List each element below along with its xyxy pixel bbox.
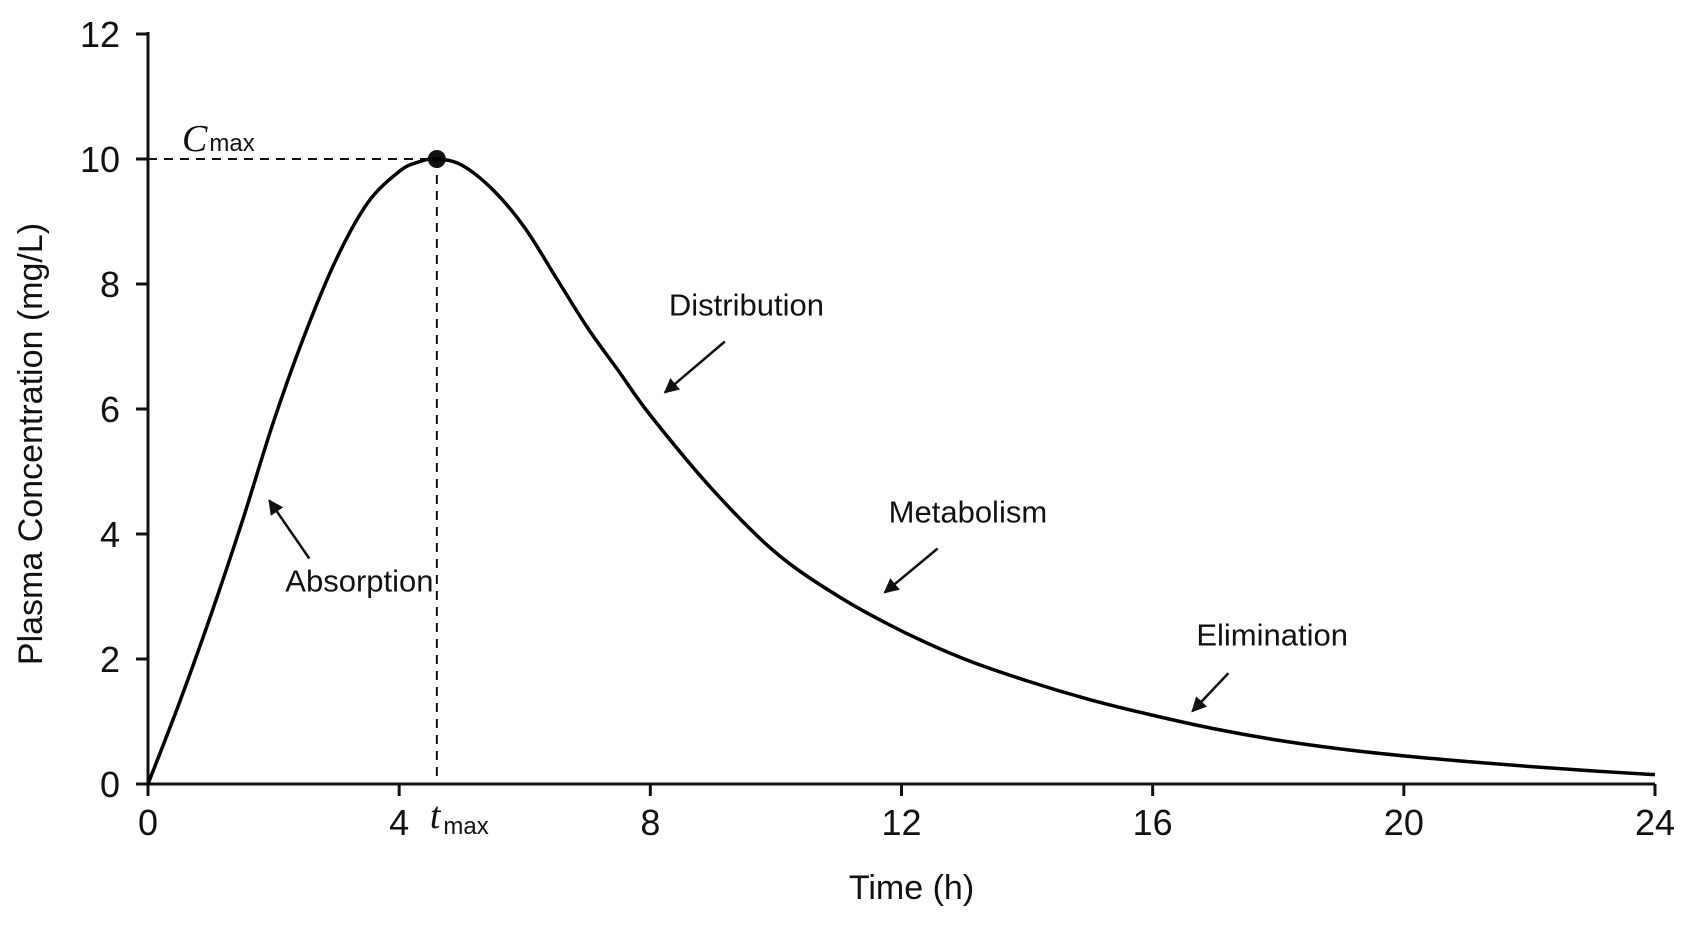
y-axis-title: Plasma Concentration (mg/L) (12, 223, 50, 665)
x-tick-label: 0 (138, 802, 158, 843)
absorption-arrow (268, 499, 311, 560)
concentration-curve (146, 157, 1656, 785)
y-tick-label: 4 (100, 514, 120, 555)
tmax-label: t max (430, 795, 489, 840)
y-tick-label: 8 (100, 264, 120, 305)
absorption-label: Absorption (285, 564, 433, 599)
x-axis-title: Time (h) (849, 869, 974, 907)
distribution-label: Distribution (669, 288, 824, 323)
elimination-label: Elimination (1196, 617, 1348, 652)
y-tick-label: 6 (100, 389, 120, 430)
x-tick-label: 4 (389, 802, 409, 843)
x-tick-label: 16 (1133, 802, 1173, 843)
y-tick-label: 12 (80, 14, 120, 55)
x-tick-label: 20 (1384, 802, 1424, 843)
metabolism-label: Metabolism (889, 495, 1048, 530)
x-tick-label: 12 (881, 802, 921, 843)
x-tick-label: 24 (1635, 802, 1675, 843)
y-tick-label: 10 (80, 139, 120, 180)
metabolism-arrow (883, 547, 939, 594)
annotation-layer: Absorption Distribution Metabolism Eliminat… (268, 288, 1348, 713)
y-tick-label: 2 (100, 639, 120, 680)
cmax-label: Cmax (182, 118, 255, 160)
cmax-tmax-guides: Cmax t max (148, 118, 489, 840)
elimination-arrow (1191, 672, 1230, 713)
distribution-arrow (663, 340, 726, 394)
curve-layer (146, 157, 1656, 785)
y-tick-label: 0 (100, 764, 120, 805)
x-tick-label: 8 (640, 802, 660, 843)
